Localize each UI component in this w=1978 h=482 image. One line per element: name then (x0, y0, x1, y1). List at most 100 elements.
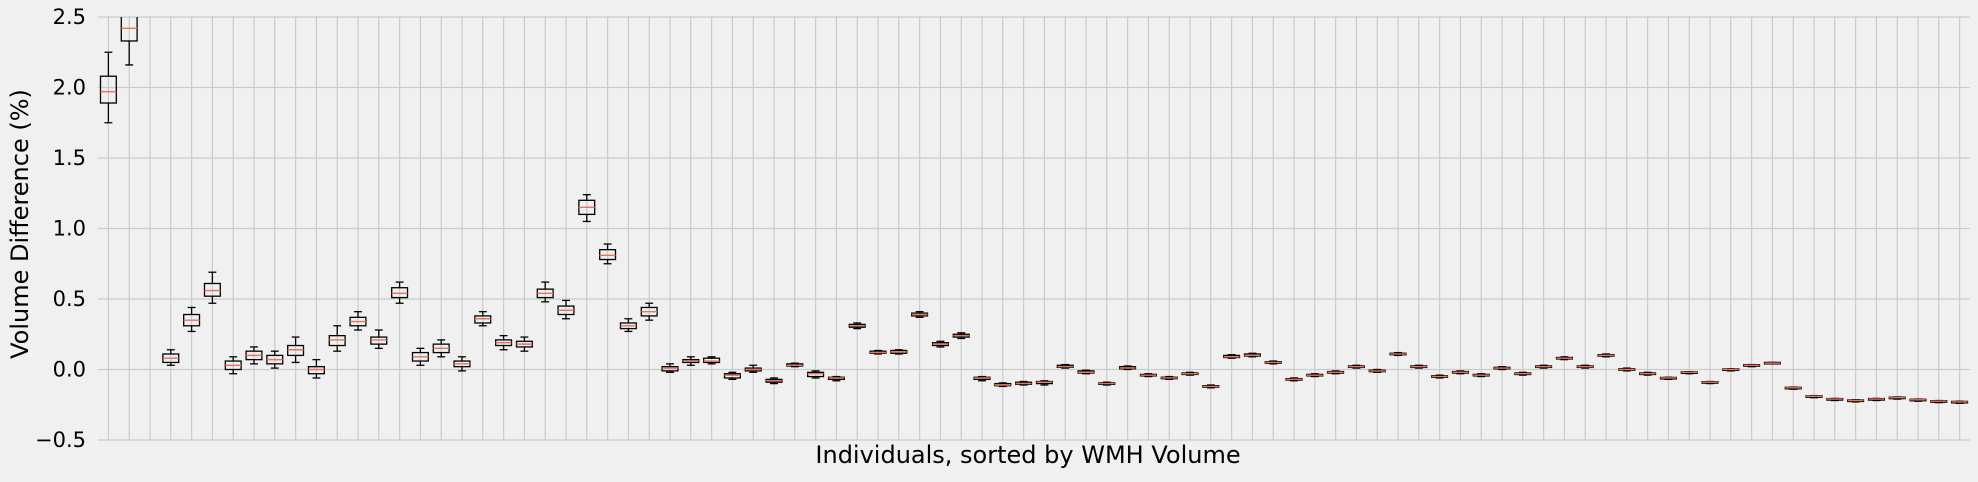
box-37 (848, 322, 866, 330)
box-25 (599, 243, 617, 265)
box-19 (474, 311, 492, 327)
box-56 (1243, 352, 1261, 358)
box-34 (786, 362, 804, 368)
box-15 (391, 281, 409, 304)
box-41 (931, 340, 949, 348)
box-67 (1472, 373, 1490, 378)
box-47 (1056, 363, 1074, 369)
box-63 (1389, 351, 1407, 357)
iqr-box (807, 371, 825, 378)
box-36 (827, 375, 845, 382)
box-52 (1160, 375, 1178, 381)
y-tick-label: 2.0 (53, 76, 86, 100)
box-30 (703, 356, 721, 365)
box-20 (495, 335, 513, 351)
box-10 (287, 336, 305, 364)
box-60 (1327, 370, 1345, 375)
box-87 (1888, 396, 1906, 400)
y-tick-label: 2.5 (53, 5, 86, 29)
box-82 (1784, 386, 1802, 390)
box-24 (578, 194, 596, 223)
iqr-box (99, 75, 117, 104)
iqr-box (203, 282, 221, 297)
box-71 (1555, 356, 1573, 361)
box-90 (1951, 400, 1969, 404)
box-89 (1930, 399, 1948, 404)
y-tick-layer: −0.5 0.0 0.5 1.0 1.5 2.0 2.5 (35, 5, 86, 452)
iqr-box (370, 336, 388, 345)
iqr-box (307, 366, 325, 375)
box-84 (1826, 397, 1844, 402)
box-44 (994, 382, 1012, 388)
box-50 (1119, 365, 1137, 371)
box-88 (1909, 398, 1927, 402)
box-8 (245, 346, 263, 365)
y-axis-label: Volume Difference (%) (6, 89, 34, 359)
iqr-box (599, 248, 617, 261)
box-81 (1763, 361, 1781, 365)
box-7 (224, 356, 242, 375)
y-tick-label: −0.5 (35, 428, 86, 452)
box-43 (973, 375, 991, 382)
box-17 (432, 339, 450, 358)
iqr-box (391, 287, 409, 299)
box-66 (1451, 370, 1469, 375)
box-33 (765, 377, 783, 385)
box-68 (1493, 366, 1511, 371)
box-85 (1847, 399, 1865, 403)
iqr-box (661, 366, 679, 372)
box-1 (99, 51, 117, 124)
box-46 (1035, 380, 1053, 386)
box-31 (723, 371, 741, 381)
box-12 (328, 325, 346, 352)
iqr-box (287, 344, 305, 357)
box-32 (744, 364, 762, 373)
box-62 (1368, 368, 1386, 373)
box-16 (411, 347, 429, 366)
box-13 (349, 311, 367, 331)
box-26 (619, 318, 637, 333)
box-35 (807, 370, 825, 379)
box-29 (682, 356, 700, 366)
box-55 (1223, 354, 1241, 359)
box-4 (162, 349, 180, 366)
iqr-box (328, 335, 346, 347)
box-86 (1867, 397, 1885, 402)
box-5 (183, 306, 201, 333)
box-79 (1722, 368, 1740, 372)
iqr-box (474, 315, 492, 324)
box-61 (1347, 364, 1365, 369)
iqr-box (723, 373, 741, 379)
grid-layer (98, 16, 1970, 441)
box-11 (307, 358, 325, 379)
box-76 (1659, 376, 1677, 381)
box-75 (1639, 371, 1657, 376)
box-64 (1410, 364, 1428, 369)
box-69 (1514, 371, 1532, 376)
box-54 (1202, 384, 1220, 389)
box-51 (1139, 373, 1157, 378)
box-layer (99, 17, 1969, 404)
box-78 (1701, 380, 1719, 385)
box-39 (890, 349, 908, 355)
box-2 (120, 17, 138, 66)
box-21 (515, 336, 533, 352)
box-65 (1431, 374, 1449, 379)
box-40 (911, 311, 929, 318)
box-70 (1535, 364, 1553, 369)
box-18 (453, 356, 471, 372)
box-45 (1015, 380, 1033, 386)
box-42 (952, 332, 970, 340)
y-tick-label: 0.0 (53, 358, 86, 382)
box-74 (1618, 367, 1636, 372)
box-27 (640, 302, 658, 321)
box-6 (203, 271, 221, 304)
iqr-box (703, 357, 721, 364)
box-48 (1077, 369, 1095, 375)
box-49 (1098, 381, 1116, 386)
box-14 (370, 329, 388, 350)
box-28 (661, 363, 679, 373)
box-58 (1285, 377, 1303, 382)
